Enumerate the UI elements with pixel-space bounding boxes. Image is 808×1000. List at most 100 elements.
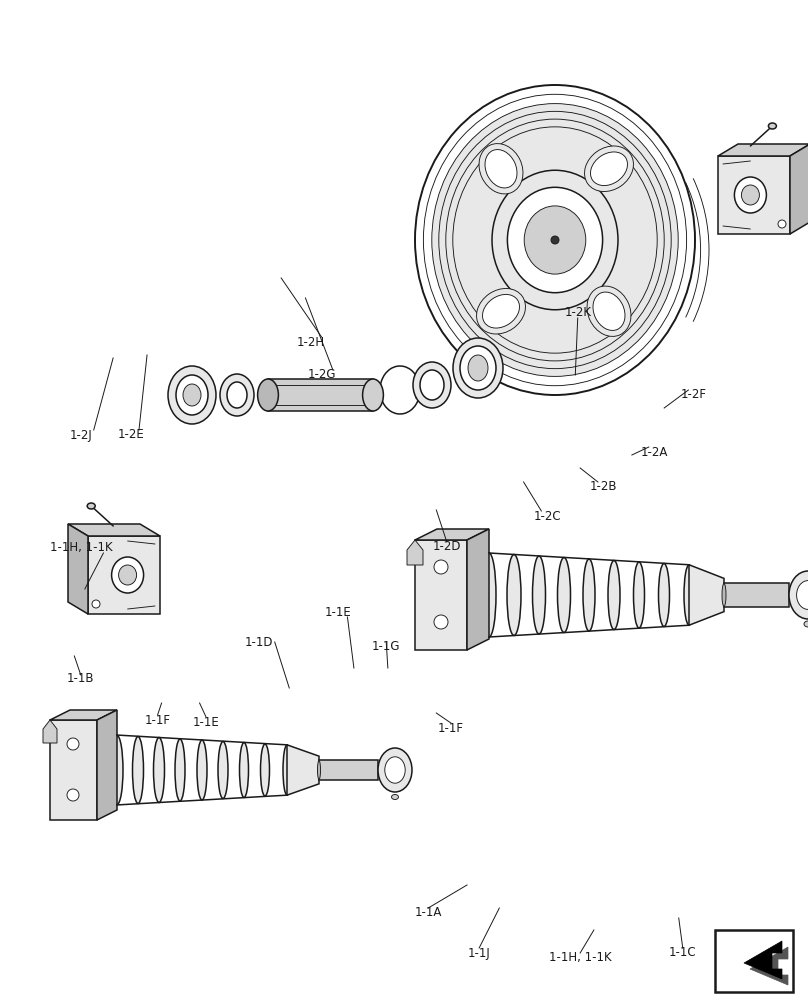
Ellipse shape bbox=[133, 736, 144, 804]
Polygon shape bbox=[319, 760, 378, 780]
Text: 1-1G: 1-1G bbox=[372, 641, 401, 654]
Polygon shape bbox=[718, 156, 790, 234]
Ellipse shape bbox=[154, 738, 165, 802]
Text: 1-2C: 1-2C bbox=[533, 510, 561, 522]
Polygon shape bbox=[467, 529, 489, 650]
Polygon shape bbox=[718, 144, 808, 156]
Text: 1-1H, 1-1K: 1-1H, 1-1K bbox=[50, 542, 113, 554]
Polygon shape bbox=[50, 720, 97, 820]
Text: 1-2D: 1-2D bbox=[432, 540, 461, 554]
Text: 1-1F: 1-1F bbox=[438, 722, 464, 734]
Polygon shape bbox=[790, 144, 808, 234]
Text: 1-1F: 1-1F bbox=[145, 714, 170, 726]
Ellipse shape bbox=[227, 382, 247, 408]
Ellipse shape bbox=[239, 742, 249, 798]
Polygon shape bbox=[68, 524, 88, 614]
Ellipse shape bbox=[482, 553, 496, 637]
Ellipse shape bbox=[413, 362, 451, 408]
Text: 1-1C: 1-1C bbox=[669, 946, 696, 960]
Ellipse shape bbox=[468, 355, 488, 381]
Ellipse shape bbox=[176, 375, 208, 415]
Ellipse shape bbox=[659, 564, 670, 626]
Polygon shape bbox=[268, 379, 373, 411]
Ellipse shape bbox=[92, 600, 100, 608]
Text: 1-2K: 1-2K bbox=[564, 306, 591, 318]
Ellipse shape bbox=[558, 558, 570, 633]
Ellipse shape bbox=[789, 571, 808, 619]
Ellipse shape bbox=[175, 739, 185, 801]
Text: 1-2J: 1-2J bbox=[69, 428, 92, 442]
Ellipse shape bbox=[477, 288, 525, 334]
Polygon shape bbox=[88, 536, 160, 614]
Ellipse shape bbox=[804, 621, 808, 627]
Ellipse shape bbox=[197, 740, 207, 800]
Ellipse shape bbox=[385, 757, 405, 783]
Text: 1-1E: 1-1E bbox=[192, 716, 220, 728]
Ellipse shape bbox=[67, 789, 79, 801]
Ellipse shape bbox=[551, 236, 559, 244]
Polygon shape bbox=[724, 583, 789, 607]
Ellipse shape bbox=[492, 170, 618, 310]
Ellipse shape bbox=[423, 94, 687, 386]
Ellipse shape bbox=[415, 85, 695, 395]
Ellipse shape bbox=[431, 104, 678, 376]
Ellipse shape bbox=[260, 744, 270, 796]
Ellipse shape bbox=[684, 565, 694, 625]
Text: 1-1B: 1-1B bbox=[66, 672, 94, 684]
Ellipse shape bbox=[768, 123, 776, 129]
Ellipse shape bbox=[220, 374, 254, 416]
Ellipse shape bbox=[168, 366, 216, 424]
Ellipse shape bbox=[797, 581, 808, 609]
Ellipse shape bbox=[479, 144, 523, 194]
Polygon shape bbox=[68, 524, 160, 536]
Ellipse shape bbox=[119, 565, 137, 585]
Polygon shape bbox=[750, 947, 788, 985]
Ellipse shape bbox=[453, 338, 503, 398]
Bar bbox=[715, 930, 793, 992]
Ellipse shape bbox=[583, 559, 595, 631]
Polygon shape bbox=[415, 540, 467, 650]
Text: 1-2E: 1-2E bbox=[117, 428, 145, 442]
Ellipse shape bbox=[608, 560, 620, 630]
Ellipse shape bbox=[434, 560, 448, 574]
Ellipse shape bbox=[633, 562, 645, 628]
Ellipse shape bbox=[460, 346, 496, 390]
Ellipse shape bbox=[485, 150, 517, 188]
Ellipse shape bbox=[112, 557, 144, 593]
Text: 1-2G: 1-2G bbox=[307, 368, 336, 381]
Text: 1-1J: 1-1J bbox=[468, 946, 490, 960]
Ellipse shape bbox=[722, 584, 726, 606]
Polygon shape bbox=[43, 720, 57, 743]
Text: 1-1D: 1-1D bbox=[244, 636, 273, 648]
Polygon shape bbox=[744, 941, 782, 979]
Text: 1-1E: 1-1E bbox=[324, 605, 351, 618]
Polygon shape bbox=[50, 710, 117, 720]
Ellipse shape bbox=[587, 286, 631, 336]
Text: 1-1H, 1-1K: 1-1H, 1-1K bbox=[549, 952, 612, 964]
Text: 1-2B: 1-2B bbox=[590, 481, 617, 493]
Ellipse shape bbox=[524, 206, 586, 274]
Ellipse shape bbox=[532, 556, 545, 634]
Polygon shape bbox=[287, 745, 319, 795]
Ellipse shape bbox=[67, 738, 79, 750]
Text: 1-1A: 1-1A bbox=[415, 906, 442, 920]
Ellipse shape bbox=[593, 292, 625, 330]
Ellipse shape bbox=[482, 294, 520, 328]
Ellipse shape bbox=[507, 554, 521, 636]
Ellipse shape bbox=[778, 220, 786, 228]
Ellipse shape bbox=[591, 152, 628, 186]
Ellipse shape bbox=[283, 745, 291, 795]
Ellipse shape bbox=[183, 384, 201, 406]
Ellipse shape bbox=[434, 615, 448, 629]
Ellipse shape bbox=[218, 742, 228, 798]
Polygon shape bbox=[415, 529, 489, 540]
Text: 1-2H: 1-2H bbox=[297, 336, 325, 349]
Ellipse shape bbox=[584, 146, 633, 192]
Ellipse shape bbox=[111, 736, 123, 804]
Text: 1-2F: 1-2F bbox=[680, 388, 706, 401]
Ellipse shape bbox=[507, 187, 603, 293]
Ellipse shape bbox=[420, 370, 444, 400]
Polygon shape bbox=[97, 710, 117, 820]
Ellipse shape bbox=[742, 185, 760, 205]
Polygon shape bbox=[689, 565, 724, 625]
